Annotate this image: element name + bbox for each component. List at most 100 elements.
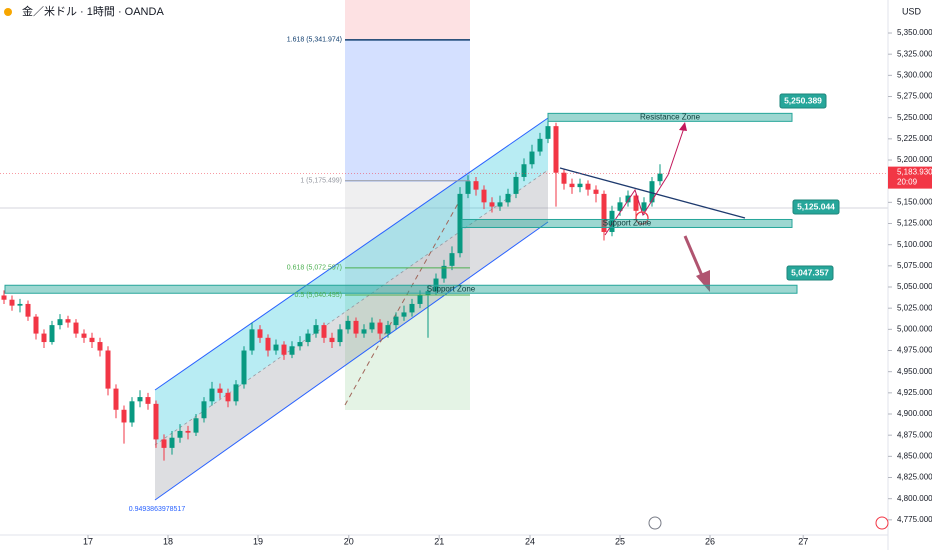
candle-body [513,176,519,194]
fib-label: 0.5 (5,040.495) [295,292,342,299]
candle-body [273,344,279,351]
down-arrow [683,235,705,279]
candle-body [401,312,407,317]
channel-mid [154,169,549,446]
candle-body [137,397,143,402]
last-price-label: 5,183.930 [897,168,932,177]
candle-body [121,409,127,423]
channel-upper [155,118,548,445]
channel-lower [155,170,548,500]
candle-body [305,333,311,343]
candle-body [129,401,135,423]
y-tick-label: 5,025.000 [897,303,932,312]
candle-body [193,418,199,433]
channel-line [154,221,549,501]
candle-body [153,403,159,440]
channel-line [154,117,549,391]
zone-label-box [779,93,827,109]
candle-body [409,303,415,313]
y-tick-label: 5,125.000 [897,219,932,228]
candle-body [593,189,599,194]
candle-body [241,350,247,385]
x-tick-label: 17 [83,536,93,546]
candle-body [489,202,495,207]
candle-body [649,181,655,203]
candle-body [57,319,63,326]
y-tick-label: 4,975.000 [897,346,932,355]
x-tick-label: 26 [705,536,715,546]
candle-body [521,164,527,177]
candle-body [337,329,343,343]
candle-body [449,253,455,266]
y-tick-label: 5,275.000 [897,92,932,101]
y-tick-label: 5,050.000 [897,282,932,291]
arrow-head [696,270,710,292]
countdown: 20:09 [897,178,918,187]
projection-path [604,124,686,236]
arrow-head [679,122,687,131]
candle-body [577,183,583,188]
zone [4,284,798,294]
x-tick-label: 27 [798,536,808,546]
y-tick-label: 4,800.000 [897,494,932,503]
candle-body [225,392,231,402]
channel [154,117,549,501]
y-tick-label: 4,950.000 [897,367,932,376]
x-tick-label: 18 [163,536,173,546]
candle-body [65,319,71,323]
candle-body [249,329,255,351]
y-tick-label: 4,825.000 [897,473,932,482]
y-tick-label: 5,225.000 [897,134,932,143]
y-tick-label: 5,350.000 [897,28,932,37]
zone-name: Resistance Zone [640,112,701,121]
zone-name: Support Zone [603,219,652,228]
candle-body [505,193,511,203]
candle-body [633,195,639,211]
candle-body [313,325,319,334]
symbol-icon [4,8,12,16]
chart-title: 金／米ドル · 1時間 · OANDA [22,4,164,18]
candle-body [281,344,287,355]
candle-body [321,325,327,338]
candle-body [329,337,335,343]
candle-body [105,350,111,389]
logo-icon[interactable] [875,516,889,530]
annotation: 0.9493863978517 [129,506,186,513]
zone [547,112,793,122]
candle-body [169,437,175,448]
currency-label: USD [902,6,922,16]
candle-body [569,183,575,188]
last-price-box [888,166,932,189]
candle-body [217,388,223,393]
y-tick-label: 5,075.000 [897,261,932,270]
candle-body [617,202,623,211]
candle-body [353,320,359,334]
candle-body [377,322,383,334]
candle-body [473,181,479,190]
y-tick-label: 4,775.000 [897,515,932,524]
candle-body [393,316,399,326]
candle-body [529,151,535,165]
event-icon[interactable] [648,516,662,530]
highlight-circle [635,211,649,225]
fib-zone-blue [345,40,470,182]
x-tick-label: 25 [615,536,625,546]
candle-body [25,303,31,317]
candle-body [441,265,447,279]
candle-body [17,303,23,306]
candle-body [257,329,263,338]
candle-body [49,325,55,343]
candle-body [481,189,487,203]
candle-body [385,325,391,334]
fib-box [345,0,470,410]
candle-body [657,173,663,182]
candle-body [537,138,543,152]
zone-label-box [786,265,834,281]
y-tick-label: 5,300.000 [897,70,932,79]
candle-body [33,316,39,334]
zone-label: 5,125.044 [797,201,835,211]
x-tick-label: 19 [253,536,263,546]
y-tick-label: 4,900.000 [897,409,932,418]
